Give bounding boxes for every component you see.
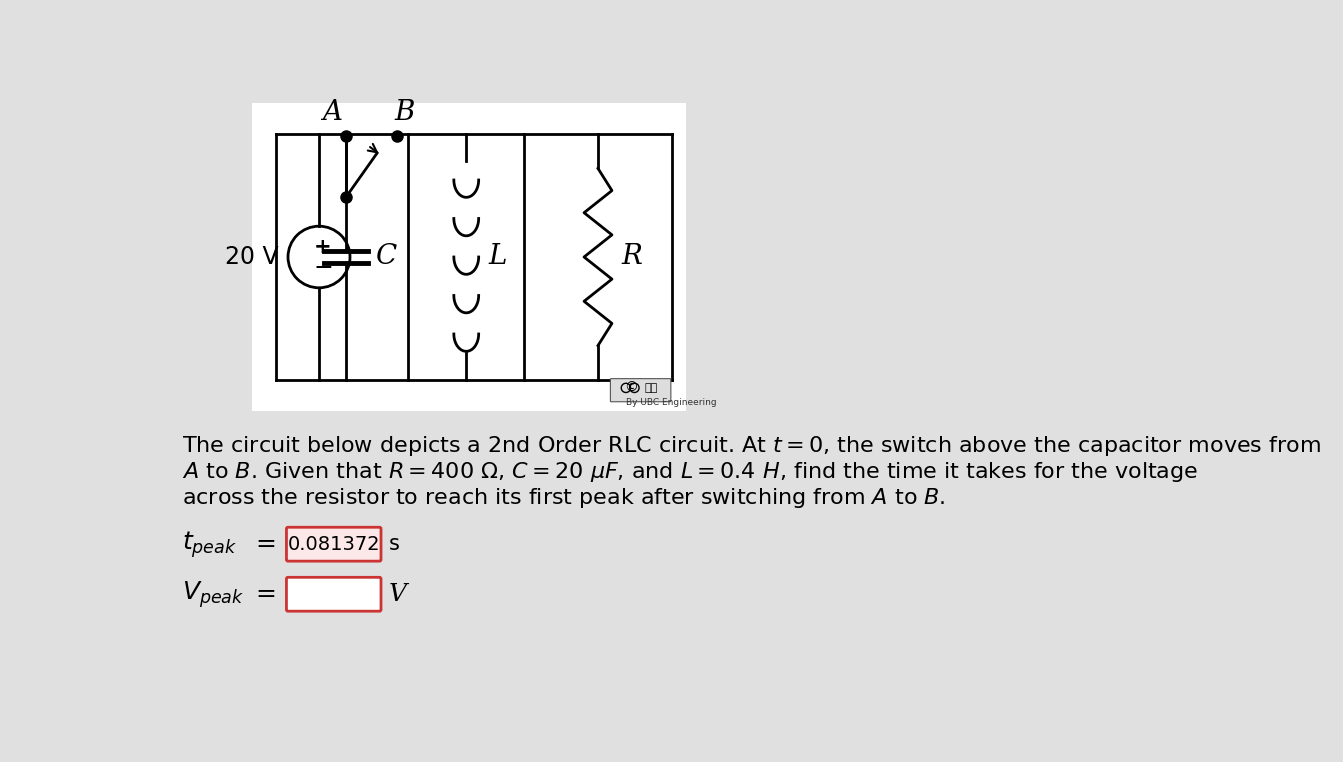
FancyBboxPatch shape <box>286 527 381 561</box>
Text: R: R <box>622 244 642 271</box>
Text: V: V <box>388 583 407 606</box>
Text: $V_{peak}$: $V_{peak}$ <box>181 579 244 610</box>
Text: By UBC Engineering: By UBC Engineering <box>626 398 717 407</box>
Text: $t_{peak}$: $t_{peak}$ <box>181 529 236 559</box>
Text: $A$ to $B$. Given that $R = 400\ \Omega$, $C = 20\ \mu F$, and $L = 0.4\ H$, fin: $A$ to $B$. Given that $R = 400\ \Omega$… <box>181 460 1198 485</box>
Bar <box>251 103 685 411</box>
Text: 0.081372: 0.081372 <box>287 535 380 554</box>
FancyBboxPatch shape <box>286 578 381 611</box>
Text: +: + <box>314 237 332 257</box>
FancyBboxPatch shape <box>611 379 672 402</box>
Text: −: − <box>313 256 333 280</box>
Text: L: L <box>488 244 506 271</box>
Text: ©: © <box>624 381 638 395</box>
Text: 20 V: 20 V <box>226 245 279 269</box>
Text: The circuit below depicts a 2nd Order RLC circuit. At $t = 0$, the switch above : The circuit below depicts a 2nd Order RL… <box>181 434 1320 458</box>
Text: A: A <box>322 99 342 126</box>
Text: B: B <box>393 99 415 126</box>
Text: across the resistor to reach its first peak after switching from $A$ to $B$.: across the resistor to reach its first p… <box>181 486 945 511</box>
Text: s: s <box>388 534 400 554</box>
Text: ⓈⓃ: ⓈⓃ <box>645 383 658 393</box>
Text: =: = <box>257 532 277 556</box>
Text: =: = <box>257 582 277 607</box>
Text: C: C <box>376 244 396 271</box>
